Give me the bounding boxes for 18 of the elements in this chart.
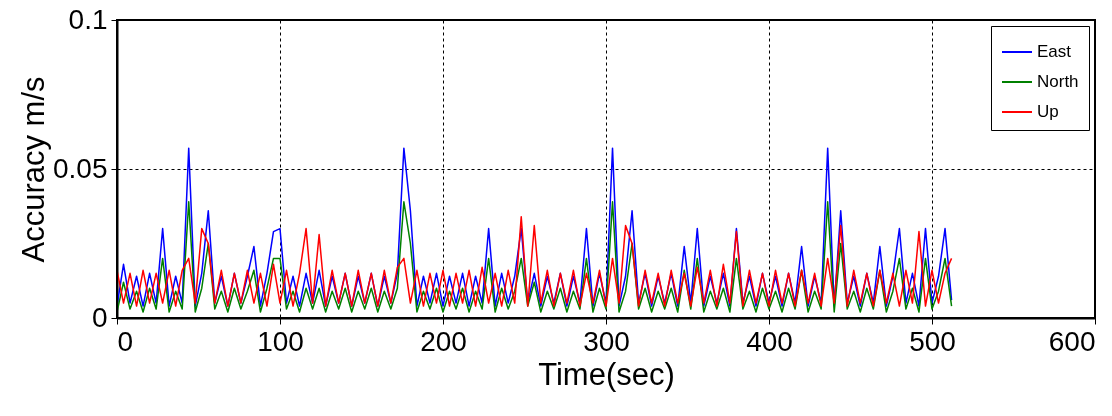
legend-label: East xyxy=(1037,42,1072,61)
x-tick-label: 400 xyxy=(746,325,793,357)
legend-label: Up xyxy=(1037,102,1059,121)
y-tick-label: 0.1 xyxy=(68,3,108,35)
x-tick-label: 600 xyxy=(1048,325,1096,357)
x-tick-label: 100 xyxy=(257,325,304,357)
x-tick-label: 500 xyxy=(909,325,956,357)
x-tick-label: 0 xyxy=(117,325,134,357)
x-tick-label: 200 xyxy=(420,325,467,357)
x-tick-label: 300 xyxy=(583,325,630,357)
x-axis-title: Time(sec) xyxy=(538,356,675,392)
y-tick-label: 0.05 xyxy=(53,152,108,184)
y-axis-title: Accuracy m/s xyxy=(16,76,51,263)
y-tick-label: 0 xyxy=(91,301,108,333)
line-series xyxy=(117,147,953,307)
line-series xyxy=(117,201,953,313)
legend-label: North xyxy=(1037,72,1079,91)
line-series xyxy=(117,215,953,307)
